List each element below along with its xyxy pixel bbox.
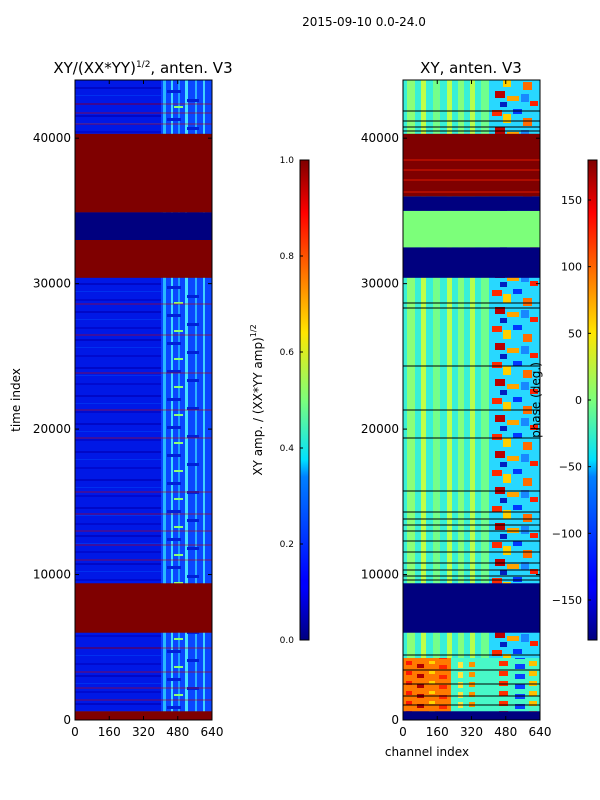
phase-colorbar: 150 100 50 0 −50 −100 −150 phase (deg.) (529, 159, 598, 641)
amplitude-ylabel: time index (9, 368, 23, 432)
phase-colorbar-label: phase (deg.) (529, 362, 543, 438)
amplitude-ytick-label: 20000 (33, 422, 71, 436)
phase-band-6 (403, 133, 540, 197)
amplitude-band-3 (75, 212, 212, 240)
amplitude-title-exp: 1/2 (136, 60, 150, 70)
phase-xtick-label: 160 (426, 725, 449, 739)
phase-xtick-label: 320 (460, 725, 483, 739)
phase-ytick-label: 40000 (361, 131, 399, 145)
amplitude-xtick-label: 640 (201, 725, 224, 739)
phase-ytick-label: 20000 (361, 422, 399, 436)
amplitude-xtick-label: 480 (166, 725, 189, 739)
phase-colorbar-tick-label: −50 (559, 461, 582, 474)
amplitude-title-suffix: , anten. V3 (150, 59, 232, 77)
phase-ytick-label: 30000 (361, 277, 399, 291)
amplitude-band-1 (75, 583, 212, 633)
amplitude-colorbar: 0.0 0.2 0.4 0.6 0.8 1.0 XY amp. / (XX*YY amp)… (249, 156, 310, 646)
phase-colorbar-tick-label: 50 (568, 327, 582, 340)
phase-band-2 (403, 247, 540, 278)
phase-colorbar-tick-label: −100 (552, 527, 582, 540)
amplitude-colorbar-tick-label: 0.0 (280, 636, 295, 646)
amplitude-heatmap (75, 80, 212, 720)
amplitude-colorbar-label-base: XY amp. / (XX*YY amp) (251, 337, 265, 475)
amplitude-colorbar-tick-label: 0.2 (280, 540, 294, 550)
amplitude-xtick-label: 0 (71, 725, 79, 739)
amplitude-band-4 (75, 133, 212, 213)
amplitude-xtick-label: 160 (98, 725, 121, 739)
amplitude-ytick-label: 40000 (33, 131, 71, 145)
phase-colorbar-tick-label: 150 (561, 194, 582, 207)
amplitude-colorbar-label: XY amp. / (XX*YY amp)1/2 (249, 324, 265, 475)
amplitude-ytick-label: 0 (63, 713, 71, 727)
amplitude-colorbar-tick-label: 0.6 (280, 348, 295, 358)
phase-ytick-label: 10000 (361, 568, 399, 582)
phase-heatmap (403, 80, 540, 720)
amplitude-colorbar-label-exp: 1/2 (249, 324, 258, 337)
phase-band-5 (403, 196, 540, 211)
phase-xtick-label: 640 (529, 725, 552, 739)
amplitude-colorbar-gradient (299, 159, 310, 641)
amplitude-colorbar-tick-label: 0.8 (280, 252, 295, 262)
phase-flag-lines (403, 110, 540, 706)
amplitude-title: XY/(XX*YY)1/2, anten. V3 (53, 59, 232, 77)
amplitude-ytick-label: 10000 (33, 568, 71, 582)
phase-xtick-label: 480 (494, 725, 517, 739)
amplitude-ytick-label: 30000 (33, 277, 71, 291)
amplitude-flag-lines (75, 103, 212, 701)
phase-panel: XY, anten. V3 (361, 59, 552, 759)
amplitude-xtick-label: 320 (132, 725, 155, 739)
amplitude-title-base: XY/(XX*YY) (53, 59, 136, 77)
amplitude-band-0 (75, 711, 212, 720)
phase-band-1 (403, 583, 540, 633)
phase-hot-region (403, 658, 540, 713)
phase-colorbar-tick-label: −150 (552, 594, 582, 607)
phase-ytick-label: 0 (391, 713, 399, 727)
phase-red-lines (403, 159, 540, 193)
phase-xtick-label: 0 (399, 725, 407, 739)
phase-colorbar-tick-label: 100 (561, 261, 582, 274)
phase-colorbar-tick-label: 0 (575, 394, 582, 407)
phase-band-4 (403, 210, 540, 240)
amplitude-colorbar-tick-label: 1.0 (280, 156, 295, 166)
amplitude-colorbar-tick-label: 0.4 (280, 444, 295, 454)
amplitude-panel: XY/(XX*YY)1/2, anten. V3 0 10000 20000 3000… (9, 59, 233, 739)
phase-title: XY, anten. V3 (420, 59, 522, 77)
phase-band-0 (403, 711, 540, 720)
amplitude-band-2 (75, 240, 212, 278)
phase-xlabel: channel index (385, 745, 469, 759)
figure-suptitle: 2015-09-10 0.0-24.0 (302, 15, 426, 29)
phase-band-3 (403, 240, 540, 248)
